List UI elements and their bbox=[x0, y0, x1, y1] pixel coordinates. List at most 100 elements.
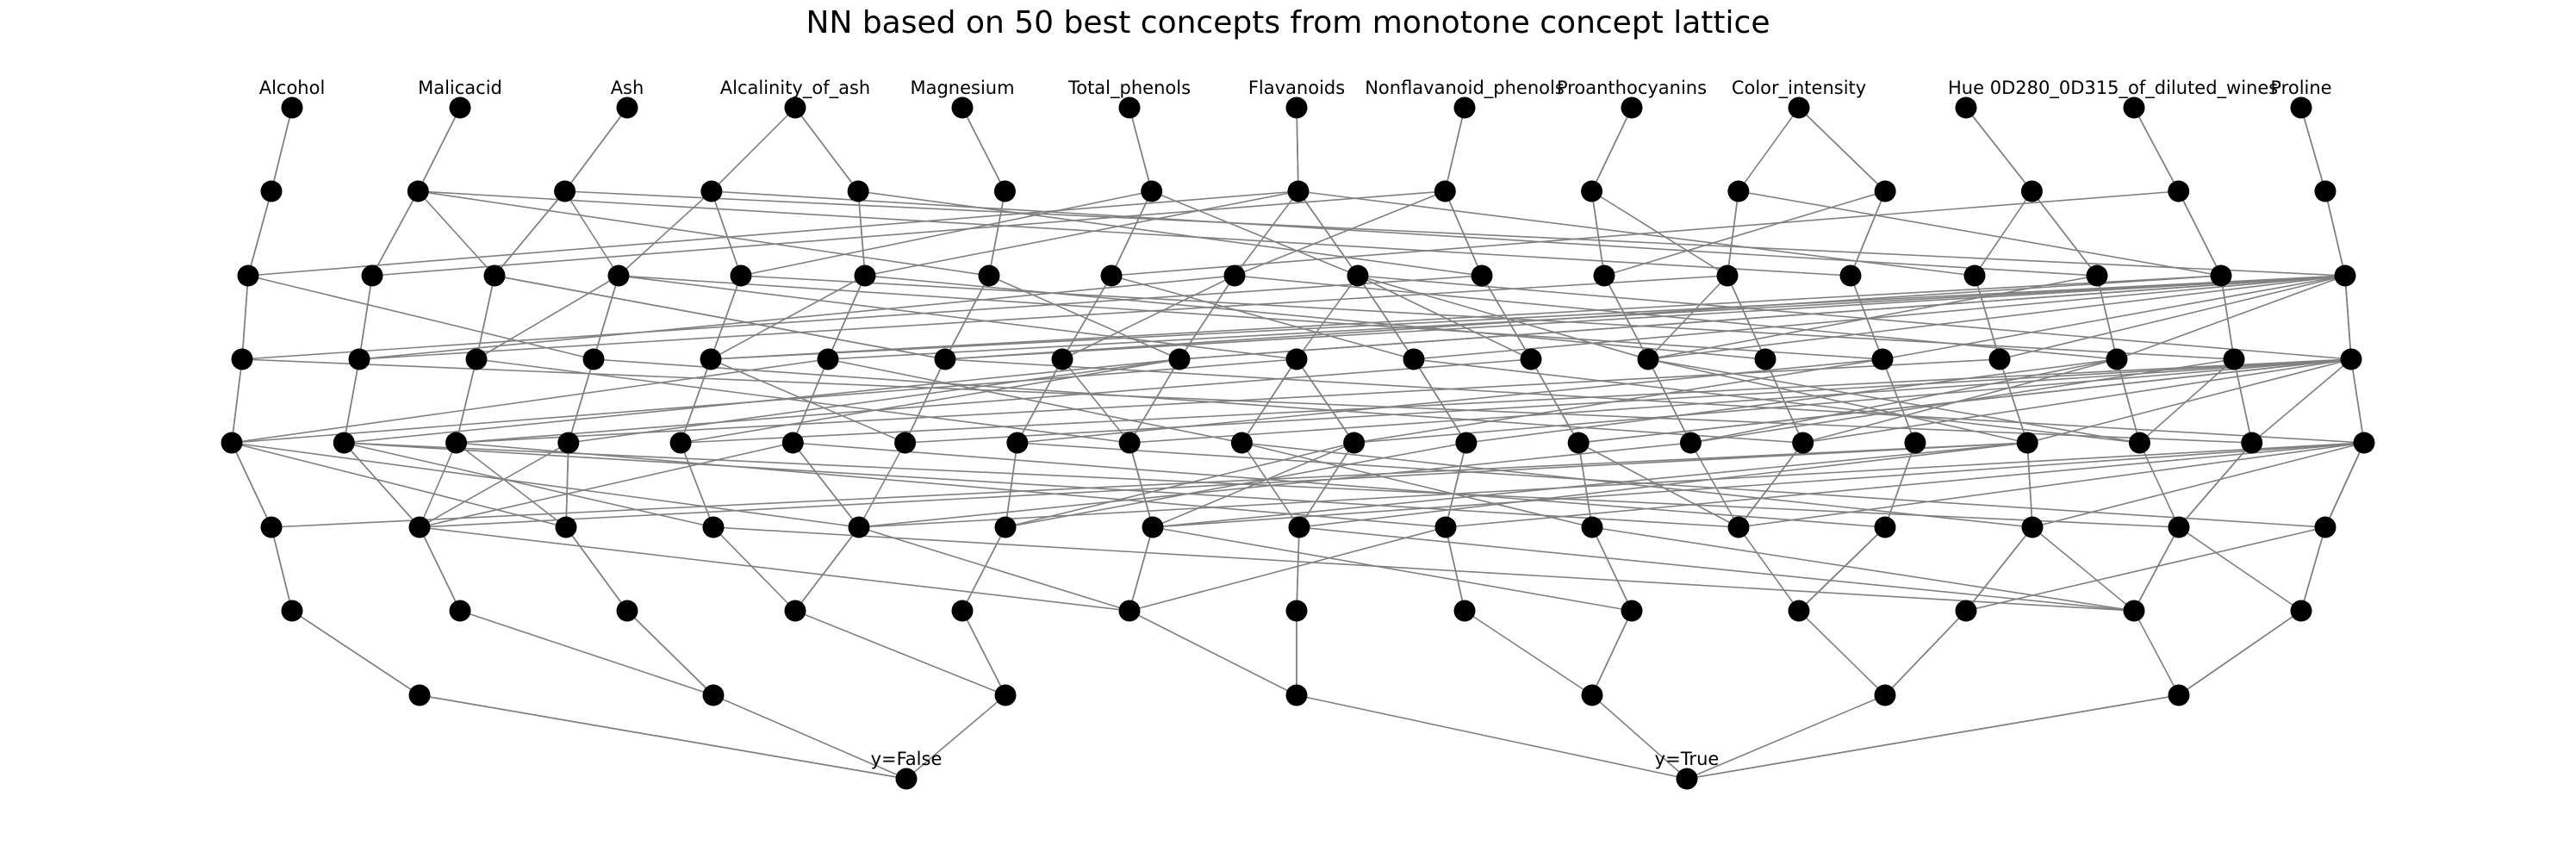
edge bbox=[711, 107, 796, 192]
hidden-node bbox=[221, 432, 243, 454]
edge bbox=[944, 275, 2222, 360]
hidden-node bbox=[2168, 180, 2190, 202]
input-label: Ash bbox=[611, 78, 644, 98]
edge bbox=[1727, 190, 1739, 277]
hidden-node bbox=[1792, 432, 1814, 454]
hidden-node bbox=[1347, 264, 1369, 287]
hidden-node bbox=[361, 264, 383, 287]
input-node bbox=[616, 96, 638, 119]
output-node bbox=[1676, 768, 1698, 790]
edge bbox=[241, 275, 249, 360]
edge bbox=[2300, 526, 2326, 612]
edge bbox=[1445, 442, 1467, 528]
hidden-node bbox=[1455, 432, 1478, 454]
edge bbox=[1017, 358, 1883, 444]
edge bbox=[2251, 358, 2352, 444]
edge bbox=[1738, 526, 1800, 612]
hidden-node bbox=[951, 600, 974, 622]
edge bbox=[857, 190, 866, 277]
edge bbox=[1464, 610, 1593, 696]
edge bbox=[1296, 526, 1300, 612]
input-label: Malicacid bbox=[418, 78, 502, 98]
labels-layer: Alcohol Malicacid Ash Alcalinity_of_ash Magn… bbox=[259, 78, 2332, 769]
hidden-node bbox=[1453, 600, 1476, 622]
hidden-node bbox=[1874, 516, 1896, 538]
hidden-node bbox=[557, 432, 580, 454]
hidden-node bbox=[1567, 432, 1590, 454]
edge bbox=[1129, 526, 1154, 612]
edge bbox=[419, 526, 461, 612]
edge bbox=[680, 442, 714, 528]
edge bbox=[1690, 358, 2118, 444]
edge bbox=[1296, 107, 1299, 192]
hidden-node bbox=[1581, 180, 1603, 202]
edge bbox=[455, 358, 477, 444]
edge bbox=[344, 358, 1180, 444]
hidden-node bbox=[2086, 264, 2108, 287]
edge bbox=[2344, 275, 2352, 360]
edge bbox=[358, 275, 373, 360]
input-node bbox=[1118, 96, 1141, 119]
edge bbox=[2032, 526, 2135, 612]
edge bbox=[1297, 190, 1359, 277]
edge bbox=[858, 442, 1691, 528]
edge bbox=[711, 190, 2098, 277]
edge bbox=[343, 442, 420, 528]
hidden-node bbox=[1223, 264, 1246, 287]
hidden-node bbox=[1904, 432, 1926, 454]
edge bbox=[1738, 107, 1800, 192]
edge bbox=[1413, 358, 1467, 444]
edge bbox=[1444, 107, 1465, 192]
hidden-node bbox=[1727, 180, 1750, 202]
edge bbox=[2133, 610, 2180, 696]
hidden-node bbox=[978, 264, 1000, 287]
edge bbox=[1111, 190, 1153, 277]
edge bbox=[1591, 610, 1633, 696]
edge bbox=[419, 694, 907, 780]
edge bbox=[1353, 358, 2352, 444]
edge bbox=[711, 190, 742, 277]
edge bbox=[858, 190, 1483, 277]
edge bbox=[418, 190, 990, 277]
edge bbox=[563, 107, 628, 192]
hidden-node bbox=[348, 348, 370, 370]
edge bbox=[1152, 442, 1354, 528]
output-node bbox=[895, 768, 918, 790]
edge bbox=[271, 526, 293, 612]
edge bbox=[247, 190, 272, 277]
edge bbox=[858, 442, 2365, 528]
input-node bbox=[281, 96, 303, 119]
edge bbox=[1296, 358, 1355, 444]
edge bbox=[1647, 275, 2346, 360]
hidden-node bbox=[2241, 432, 2263, 454]
hidden-node bbox=[1955, 600, 1977, 622]
edge bbox=[1296, 694, 1688, 780]
hidden-node bbox=[2334, 264, 2356, 287]
edge bbox=[2178, 442, 2253, 528]
edge bbox=[419, 442, 569, 528]
edge bbox=[1974, 275, 2000, 360]
edge bbox=[710, 275, 742, 360]
hidden-node bbox=[407, 180, 429, 202]
edge bbox=[1152, 526, 1633, 612]
hidden-node bbox=[1343, 432, 1366, 454]
hidden-node bbox=[702, 684, 725, 706]
edge bbox=[827, 358, 1242, 444]
hidden-node bbox=[2210, 264, 2232, 287]
edge bbox=[1129, 358, 2352, 444]
input-label: Flavanoids bbox=[1248, 78, 1345, 98]
edge bbox=[794, 107, 859, 192]
edge bbox=[476, 275, 619, 360]
edge bbox=[459, 610, 714, 696]
edge bbox=[1882, 358, 1916, 444]
edge bbox=[1129, 442, 1154, 528]
edge bbox=[988, 190, 1006, 277]
edge bbox=[568, 358, 594, 444]
hidden-node bbox=[2123, 600, 2145, 622]
edge bbox=[1591, 526, 2135, 612]
edge bbox=[247, 190, 1299, 277]
edge bbox=[961, 526, 1006, 612]
hidden-node bbox=[1727, 516, 1750, 538]
edge bbox=[476, 275, 495, 360]
hidden-node bbox=[607, 264, 630, 287]
